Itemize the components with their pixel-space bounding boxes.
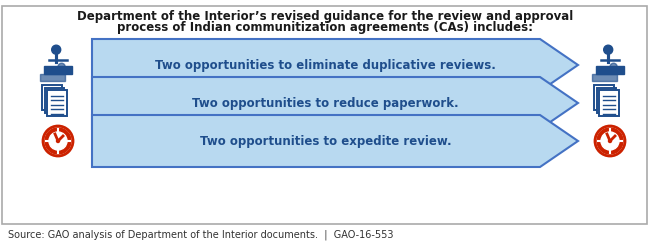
Text: Two opportunities to expedite review.: Two opportunities to expedite review. [200,134,451,147]
Circle shape [595,126,625,156]
Text: Source: GAO analysis of Department of the Interior documents.  |  GAO-16-553: Source: GAO analysis of Department of th… [8,230,393,240]
Bar [42,85,62,110]
Circle shape [52,45,60,54]
Circle shape [597,128,623,154]
Circle shape [610,63,617,70]
Text: process of Indian communitization agreements (CAs) includes:: process of Indian communitization agreem… [117,21,533,34]
Circle shape [58,63,65,70]
Bar [47,90,67,116]
Circle shape [57,140,60,142]
Bar [40,74,65,81]
Circle shape [604,45,613,54]
Circle shape [608,140,612,142]
Bar [44,88,64,113]
Polygon shape [92,39,578,91]
Bar [592,74,617,81]
Bar [595,66,625,74]
Bar [44,66,72,74]
Circle shape [49,132,67,150]
Bar [594,85,614,110]
Text: Two opportunities to eliminate duplicative reviews.: Two opportunities to eliminate duplicati… [155,58,496,71]
Polygon shape [92,115,578,167]
Text: Department of the Interior’s revised guidance for the review and approval: Department of the Interior’s revised gui… [77,10,573,23]
FancyBboxPatch shape [2,6,647,224]
Bar [597,88,616,113]
Bar [599,90,619,116]
Circle shape [601,132,619,150]
Text: Two opportunities to reduce paperwork.: Two opportunities to reduce paperwork. [192,96,459,110]
Circle shape [45,128,71,154]
Polygon shape [92,77,578,129]
Circle shape [43,126,73,156]
